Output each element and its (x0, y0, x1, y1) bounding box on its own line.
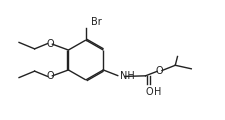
Text: O: O (155, 66, 163, 76)
Text: Br: Br (91, 17, 101, 27)
Text: O: O (46, 39, 54, 49)
Text: H: H (154, 87, 161, 97)
Text: O: O (145, 87, 153, 97)
Text: NH: NH (120, 71, 135, 81)
Text: O: O (46, 71, 54, 81)
